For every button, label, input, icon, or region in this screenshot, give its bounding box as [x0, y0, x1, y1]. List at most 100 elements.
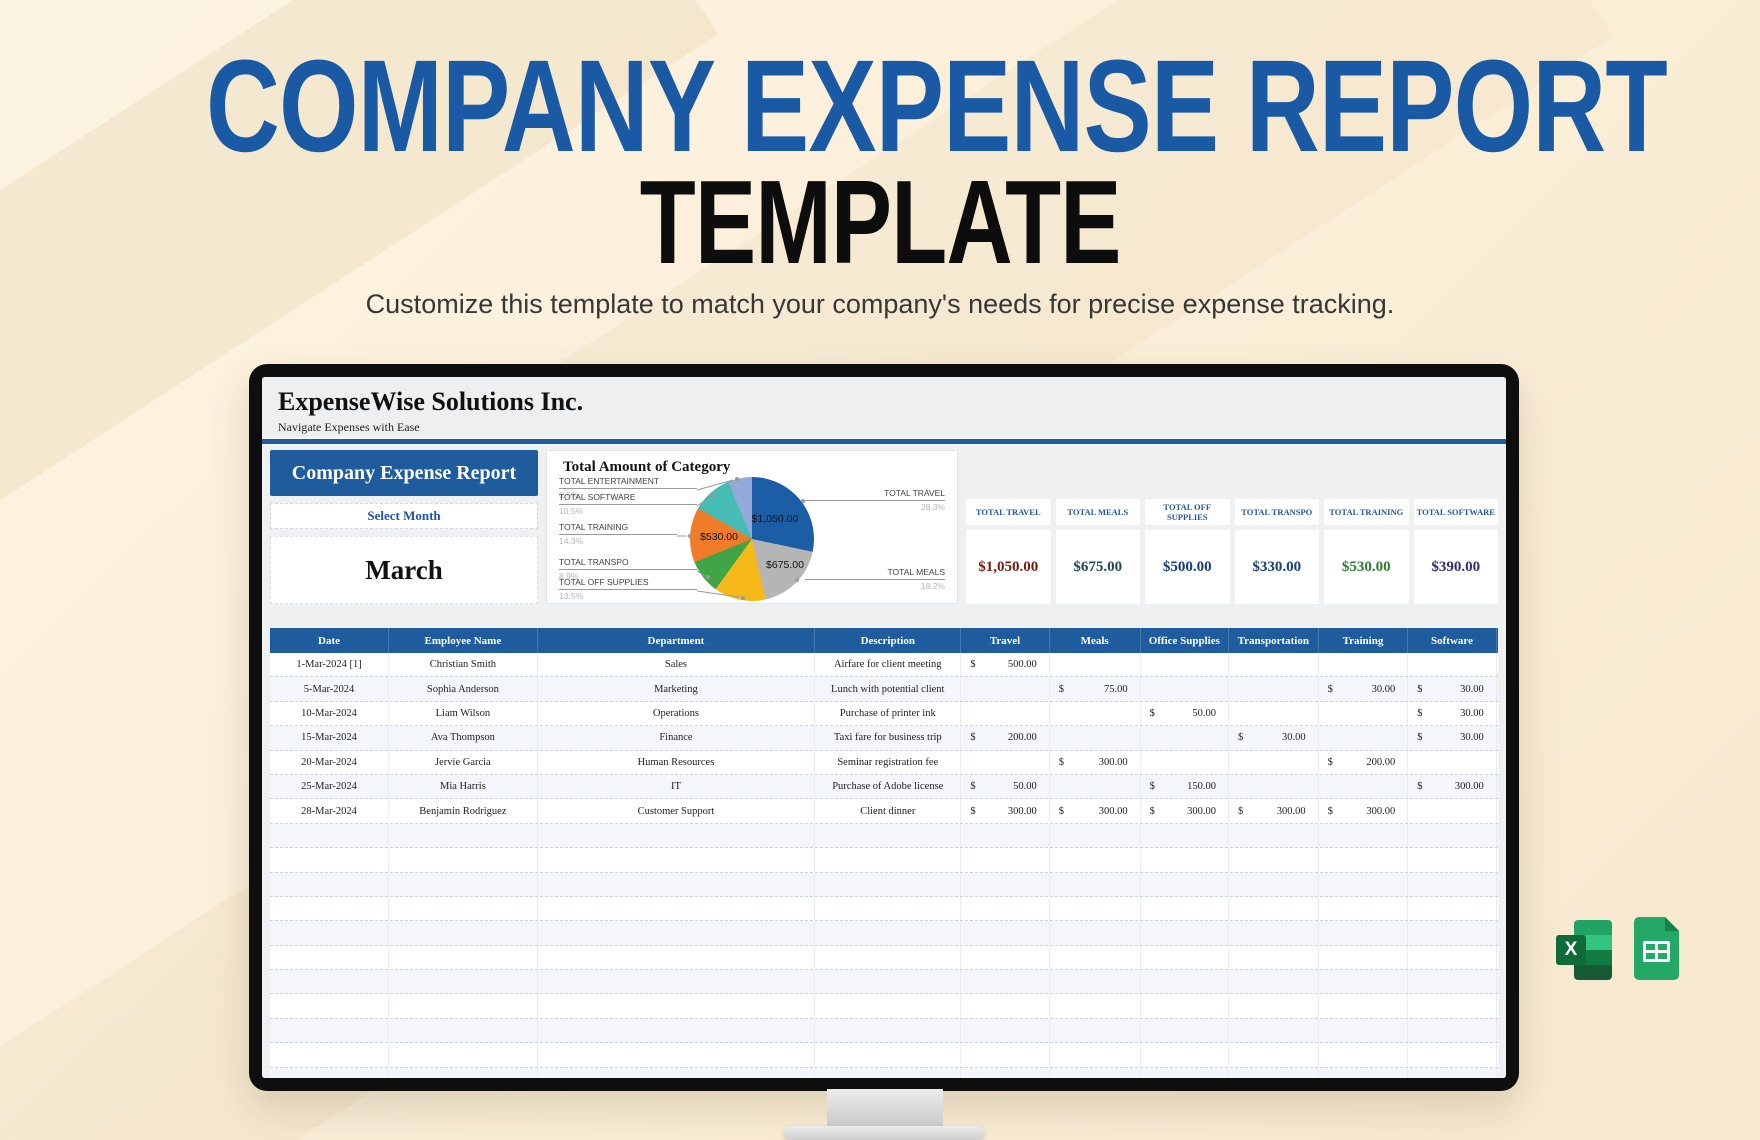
table-cell[interactable]: [1141, 653, 1229, 677]
table-cell[interactable]: [389, 823, 538, 848]
table-row-empty[interactable]: [270, 970, 1498, 995]
table-cell[interactable]: [1408, 1018, 1497, 1043]
table-cell[interactable]: [961, 896, 1050, 921]
table-cell[interactable]: [1141, 823, 1229, 848]
table-cell[interactable]: Client dinner: [815, 799, 962, 823]
table-cell[interactable]: [961, 994, 1050, 1018]
table-cell[interactable]: $300.00: [1408, 774, 1497, 799]
table-cell[interactable]: [1229, 750, 1319, 774]
summary-card-value[interactable]: $390.00: [1413, 530, 1498, 604]
table-cell[interactable]: [1408, 799, 1497, 823]
table-cell[interactable]: [961, 872, 1050, 896]
table-cell[interactable]: $300.00: [961, 799, 1050, 823]
table-row-empty[interactable]: [270, 896, 1498, 922]
table-cell[interactable]: Mia Harris: [389, 774, 538, 799]
table-row[interactable]: 25-Mar-2024 Mia Harris IT Purchase of Adobe…: [270, 774, 1498, 800]
table-cell[interactable]: Operations: [538, 701, 816, 726]
summary-card-value[interactable]: $530.00: [1324, 530, 1409, 604]
table-cell[interactable]: [1408, 653, 1497, 677]
table-cell[interactable]: [1229, 1043, 1319, 1067]
table-cell[interactable]: [270, 921, 390, 945]
table-cell[interactable]: [389, 1067, 538, 1078]
table-row-empty[interactable]: [270, 921, 1498, 946]
table-cell[interactable]: [1050, 774, 1141, 799]
table-cell[interactable]: [1229, 1018, 1319, 1043]
table-cell[interactable]: [538, 848, 816, 872]
table-cell[interactable]: [961, 677, 1050, 701]
table-cell[interactable]: Ava Thompson: [389, 726, 538, 750]
table-cell[interactable]: Lunch with potential client: [815, 677, 962, 701]
table-cell[interactable]: Purchase of Adobe license: [815, 774, 962, 799]
table-cell[interactable]: [1141, 750, 1229, 774]
table-cell[interactable]: [1319, 1043, 1409, 1067]
table-cell[interactable]: [1319, 701, 1409, 726]
table-cell[interactable]: Seminar registration fee: [815, 750, 962, 774]
table-cell[interactable]: [1141, 1067, 1229, 1078]
table-cell[interactable]: [1050, 1067, 1141, 1078]
table-row[interactable]: 10-Mar-2024 Liam Wilson Operations Purchase…: [270, 701, 1498, 727]
table-cell[interactable]: [538, 1067, 816, 1078]
select-month-dropdown[interactable]: Select Month: [270, 503, 538, 529]
table-cell[interactable]: [1319, 653, 1409, 677]
table-row-empty[interactable]: [270, 1043, 1498, 1068]
table-cell[interactable]: [1141, 994, 1229, 1018]
table-cell[interactable]: $50.00: [1141, 701, 1229, 726]
table-cell[interactable]: [961, 701, 1050, 726]
table-cell[interactable]: [1408, 872, 1497, 896]
table-cell[interactable]: 15-Mar-2024: [270, 726, 390, 750]
table-cell[interactable]: $200.00: [961, 726, 1050, 750]
table-cell[interactable]: [1050, 1018, 1141, 1043]
table-cell[interactable]: [1229, 872, 1319, 896]
table-cell[interactable]: [270, 970, 390, 994]
table-cell[interactable]: $50.00: [961, 774, 1050, 799]
excel-icon[interactable]: X: [1556, 920, 1612, 980]
table-cell[interactable]: [1229, 653, 1319, 677]
table-cell[interactable]: [270, 872, 390, 896]
table-cell[interactable]: [961, 823, 1050, 848]
table-cell[interactable]: [1319, 970, 1409, 994]
table-cell[interactable]: [1319, 848, 1409, 872]
table-cell[interactable]: [538, 1043, 816, 1067]
table-cell[interactable]: [815, 823, 962, 848]
table-cell[interactable]: 28-Mar-2024: [270, 799, 390, 823]
table-cell[interactable]: $75.00: [1050, 677, 1141, 701]
table-cell[interactable]: [1229, 823, 1319, 848]
table-cell[interactable]: [961, 1018, 1050, 1043]
table-cell[interactable]: [270, 823, 390, 848]
month-cell[interactable]: March: [270, 536, 538, 604]
table-cell[interactable]: [1141, 848, 1229, 872]
table-cell[interactable]: [1319, 1067, 1409, 1078]
table-cell[interactable]: $30.00: [1408, 726, 1497, 750]
table-cell[interactable]: Purchase of printer ink: [815, 701, 962, 726]
table-cell[interactable]: [1141, 1043, 1229, 1067]
table-cell[interactable]: [1319, 896, 1409, 921]
table-cell[interactable]: [1408, 921, 1497, 945]
table-cell[interactable]: [538, 872, 816, 896]
table-cell[interactable]: [389, 921, 538, 945]
table-cell[interactable]: [1050, 1043, 1141, 1067]
table-cell[interactable]: [1319, 1018, 1409, 1043]
table-cell[interactable]: [1050, 701, 1141, 726]
table-cell[interactable]: 10-Mar-2024: [270, 701, 390, 726]
table-cell[interactable]: [270, 945, 390, 970]
table-cell[interactable]: $200.00: [1319, 750, 1409, 774]
table-cell[interactable]: [1229, 970, 1319, 994]
table-row-empty[interactable]: [270, 848, 1498, 873]
table-cell[interactable]: [961, 1067, 1050, 1078]
table-cell[interactable]: [1050, 970, 1141, 994]
table-cell[interactable]: [270, 1043, 390, 1067]
table-cell[interactable]: [1141, 945, 1229, 970]
table-cell[interactable]: [1050, 945, 1141, 970]
table-cell[interactable]: [270, 896, 390, 921]
table-cell[interactable]: Christian Smith: [389, 653, 538, 677]
table-cell[interactable]: 20-Mar-2024: [270, 750, 390, 774]
table-cell[interactable]: [270, 1067, 390, 1078]
table-cell[interactable]: 25-Mar-2024: [270, 774, 390, 799]
table-row-empty[interactable]: [270, 1067, 1498, 1078]
table-row-empty[interactable]: [270, 1018, 1498, 1044]
table-cell[interactable]: [1141, 970, 1229, 994]
table-row-empty[interactable]: [270, 872, 1498, 897]
table-cell[interactable]: [1229, 848, 1319, 872]
table-cell[interactable]: [815, 994, 962, 1018]
table-cell[interactable]: Airfare for client meeting: [815, 653, 962, 677]
